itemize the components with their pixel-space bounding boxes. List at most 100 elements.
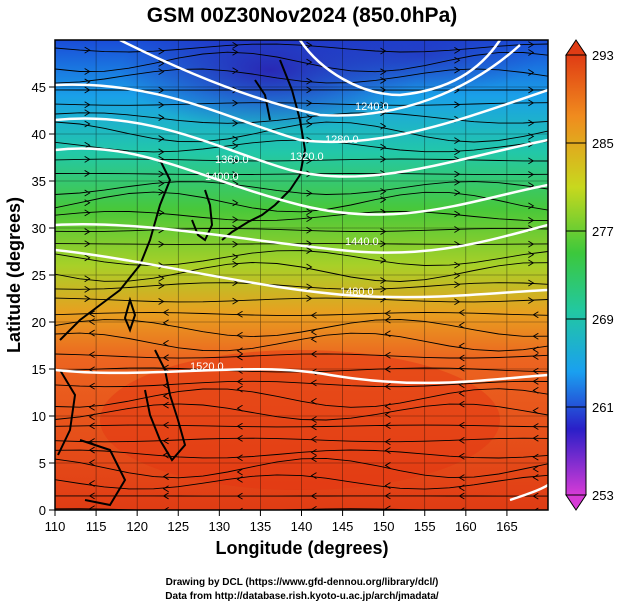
wind-arrow: [236, 310, 243, 318]
wind-arrow: [310, 350, 317, 358]
wind-arrow: [158, 86, 165, 94]
contour-label: 1520.0: [190, 361, 224, 373]
wind-arrow: [310, 416, 317, 423]
contour-line: [509, 483, 548, 502]
streamline: [55, 449, 548, 459]
contour-label: 1360.0: [215, 154, 249, 166]
cold-core-east: [300, 40, 540, 95]
wind-arrow: [454, 210, 461, 218]
y-tick-label: 35: [32, 174, 46, 189]
wind-arrow: [84, 46, 91, 54]
coast-indochina: [57, 369, 77, 456]
wind-arrow: [306, 86, 313, 94]
colorbar-labels: 293 285 277 269 261 253: [592, 48, 614, 503]
streamline: [55, 380, 548, 388]
wind-arrow: [528, 297, 535, 304]
streamline: [55, 353, 548, 359]
wind-arrow: [162, 354, 169, 362]
wind-arrow: [88, 318, 95, 325]
wind-arrow: [306, 208, 313, 216]
x-tick-label: 130: [208, 519, 230, 534]
x-tick-label: 150: [373, 519, 395, 534]
wind-arrow: [454, 66, 461, 74]
x-tick-label: 165: [496, 519, 518, 534]
wind-arrow: [454, 137, 461, 144]
wind-arrow: [310, 397, 317, 405]
wind-arrow: [238, 507, 243, 510]
coast-borneo: [79, 439, 127, 507]
streamline: [55, 43, 548, 53]
y-tick-label: 15: [32, 362, 46, 377]
wind-arrow: [236, 454, 243, 462]
wind-arrow: [84, 141, 91, 149]
wind-arrow: [454, 56, 461, 64]
colorbar-body: [565, 54, 587, 496]
wind-arrow: [232, 48, 239, 56]
wind-arrow: [454, 226, 461, 233]
wind-arrow: [88, 422, 95, 430]
wind-arrow: [458, 389, 465, 397]
wind-arrow: [84, 156, 91, 163]
streamline: [55, 332, 548, 352]
contour-line: [55, 147, 548, 216]
wind-arrow: [532, 386, 539, 394]
coast-china: [59, 159, 172, 341]
wind-arrow: [380, 122, 387, 130]
wind-arrow: [384, 462, 391, 469]
wind-arrow: [458, 436, 465, 444]
wind-arrow: [458, 492, 465, 500]
wind-arrow: [454, 148, 461, 156]
wind-arrow: [306, 263, 313, 271]
wind-arrow: [232, 297, 239, 305]
wind-arrow: [532, 453, 539, 461]
colorbar-label: 261: [592, 400, 614, 415]
wind-arrow: [84, 275, 91, 283]
credit-drawing: Drawing by DCL (https://www.gfd-dennou.o…: [166, 577, 439, 588]
wind-arrow: [84, 285, 91, 293]
y-tick-label: 25: [32, 268, 46, 283]
wind-arrow: [236, 331, 243, 339]
wind-arrow: [84, 120, 91, 128]
wind-arrow: [162, 339, 169, 347]
wind-arrow: [458, 364, 465, 372]
wind-arrow: [162, 309, 169, 316]
wind-arrow: [88, 413, 95, 421]
wind-arrow: [310, 379, 317, 387]
y-tick-label: 40: [32, 127, 46, 142]
contour-label: 1280.0: [325, 134, 359, 146]
wind-arrow: [532, 474, 539, 481]
wind-arrow: [88, 329, 95, 337]
x-tick-label: 120: [126, 519, 148, 534]
wind-arrow: [306, 58, 313, 66]
wind-arrow: [88, 492, 95, 500]
y-tick-label: 30: [32, 221, 46, 236]
wind-arrow: [236, 435, 243, 442]
wind-arrow: [458, 400, 465, 408]
wind-arrow: [532, 465, 539, 473]
wind-arrow: [88, 351, 95, 359]
contour-label: 1240.0: [355, 101, 389, 113]
wind-arrow: [458, 421, 465, 429]
x-axis: 110 115 120 125 130 135 140 145 150 155 160 165: [45, 510, 518, 534]
x-tick-label: 135: [250, 519, 272, 534]
x-tick-label: 125: [167, 519, 189, 534]
wind-arrow: [310, 435, 317, 443]
wind-arrow: [458, 484, 465, 492]
wind-arrow: [162, 492, 169, 500]
wind-arrow: [232, 157, 239, 165]
wind-arrow: [306, 247, 313, 254]
wind-arrow: [162, 319, 169, 327]
wind-arrow: [380, 143, 387, 151]
wind-arrow: [528, 182, 535, 189]
x-tick-label: 140: [291, 519, 313, 534]
wind-arrow: [384, 403, 391, 410]
contour-labels: 1520.0 1480.0 1440.0 1400.0 1360.0 1320.…: [190, 101, 389, 373]
wind-arrow: [528, 251, 535, 259]
wind-arrow: [458, 474, 465, 481]
wind-arrow: [532, 434, 539, 442]
wind-arrow: [306, 99, 313, 107]
colorbar-label: 293: [592, 48, 614, 63]
streamline: [55, 102, 548, 106]
wind-arrow: [158, 298, 165, 305]
wind-arrow: [306, 114, 313, 121]
